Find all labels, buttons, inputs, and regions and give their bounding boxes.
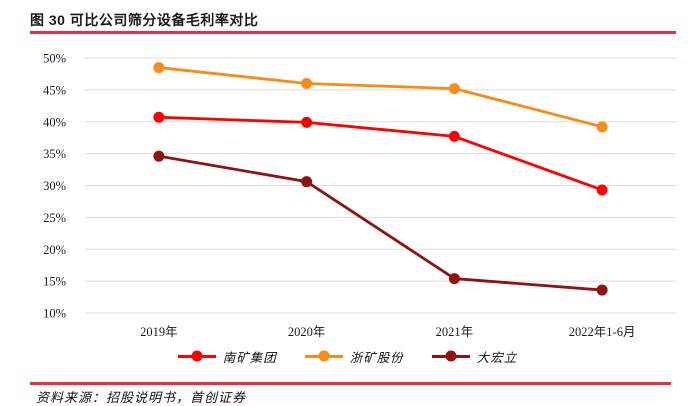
series-0-point-0 xyxy=(153,111,165,123)
series-2-point-3 xyxy=(596,284,608,296)
legend-dot-icon xyxy=(318,350,330,362)
series-1-point-2 xyxy=(448,83,460,95)
title-divider-rule xyxy=(30,31,676,34)
y-tick-label-40: 40% xyxy=(43,115,66,129)
series-2-point-0 xyxy=(153,150,165,162)
y-tick-label-25: 25% xyxy=(43,211,66,225)
legend-line-icon xyxy=(431,350,470,362)
y-tick-label-20: 20% xyxy=(43,243,66,257)
y-tick-label-45: 45% xyxy=(43,83,66,97)
footer-divider-rule xyxy=(30,382,671,385)
legend-dot-icon xyxy=(445,350,457,362)
series-line-0 xyxy=(157,115,604,192)
series-0-point-2 xyxy=(448,130,460,142)
legend-dot-icon xyxy=(191,350,203,362)
series-line-2 xyxy=(157,154,604,292)
legend-line-icon xyxy=(177,350,216,362)
legend-item-0: 南矿集团 xyxy=(177,347,277,366)
series-0-point-3 xyxy=(596,184,608,196)
series-2-point-2 xyxy=(448,273,460,285)
legend-label-1: 浙矿股份 xyxy=(349,350,404,365)
series-2-point-1 xyxy=(301,176,313,188)
chart-legend: 南矿集团 浙矿股份 大宏立 xyxy=(0,347,695,365)
y-tick-label-35: 35% xyxy=(43,147,66,161)
series-1-point-3 xyxy=(596,121,608,133)
x-tick-label-1: 2020年 xyxy=(288,325,326,339)
series-line-1 xyxy=(157,66,604,129)
x-tick-label-2: 2021年 xyxy=(436,325,474,339)
legend-label-2: 大宏立 xyxy=(476,350,518,365)
x-tick-label-3: 2022年1-6月 xyxy=(569,325,636,339)
y-tick-label-30: 30% xyxy=(43,179,66,193)
y-tick-label-50: 50% xyxy=(43,52,66,66)
series-0-point-1 xyxy=(301,116,313,128)
series-1-point-0 xyxy=(153,62,165,74)
legend-item-2: 大宏立 xyxy=(431,347,518,366)
source-note: 资料来源：招股说明书，首创证券 xyxy=(36,390,247,405)
y-tick-label-15: 15% xyxy=(43,275,66,289)
figure-title: 图 30 可比公司筛分设备毛利率对比 xyxy=(30,12,259,28)
legend-line-icon xyxy=(304,350,343,362)
legend-label-0: 南矿集团 xyxy=(222,350,277,365)
series-1-point-1 xyxy=(301,78,313,89)
x-tick-label-0: 2019年 xyxy=(140,325,178,339)
legend-item-1: 浙矿股份 xyxy=(304,347,404,366)
y-tick-label-10: 10% xyxy=(43,307,66,321)
